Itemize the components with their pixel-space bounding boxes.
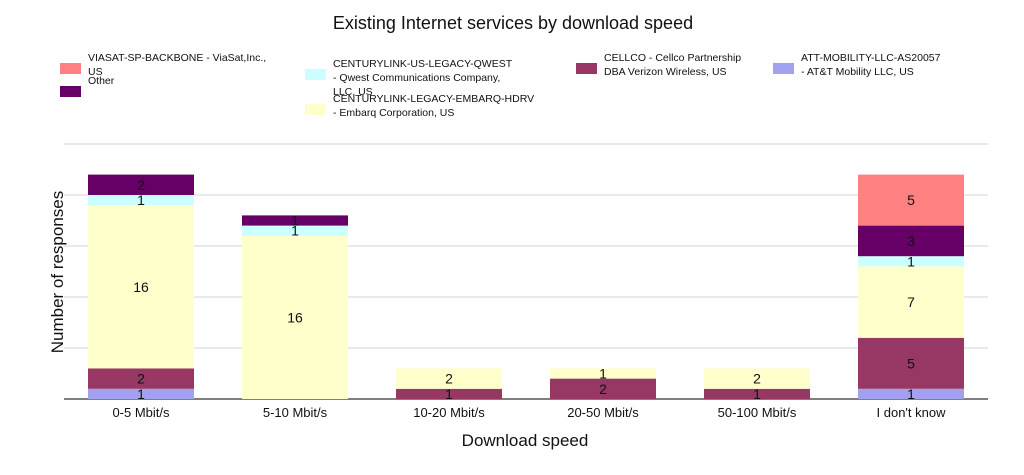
bar-segment <box>242 235 348 399</box>
legend-label: Other <box>88 75 115 87</box>
legend-label: - Embarq Corporation, US <box>333 107 454 119</box>
bar-value-label: 1 <box>137 192 145 208</box>
legend-label: - AT&T Mobility LLC, US <box>801 66 914 78</box>
bar-value-label: 1 <box>445 386 453 402</box>
legend: VIASAT-SP-BACKBONE - ViaSat,Inc., USOther… <box>60 52 941 119</box>
x-tick-label: 0-5 Mbit/s <box>112 405 170 420</box>
x-tick-label: I don't know <box>877 405 947 420</box>
legend-label: CENTURYLINK-LEGACY-EMBARQ-HDRV <box>333 93 534 105</box>
bar-value-label: 5 <box>907 355 915 371</box>
legend-label: ATT-MOBILITY-LLC-AS20057 <box>801 52 941 64</box>
bar-segment <box>396 368 502 389</box>
x-tick-label: 20-50 Mbit/s <box>567 405 639 420</box>
bar-value-label: 1 <box>137 386 145 402</box>
bar-value-label: 2 <box>137 177 145 193</box>
legend-item: CENTURYLINK-US-LEGACY-QWEST - Qwest Commu… <box>305 58 513 98</box>
bar-value-label: 16 <box>287 309 303 325</box>
legend-label: DBA Verizon Wireless, US <box>604 66 727 78</box>
bar-segment <box>88 174 194 195</box>
bar-segment <box>396 388 502 399</box>
bar-value-label: 1 <box>907 386 915 402</box>
bar-segment <box>704 388 810 399</box>
bar-segment <box>858 256 964 267</box>
bar-value-label: 3 <box>907 233 915 249</box>
bar-segment <box>88 195 194 206</box>
legend-label: US <box>88 66 103 78</box>
bar-segment <box>858 174 964 226</box>
bar-segment <box>550 378 656 399</box>
bar-segment <box>858 388 964 399</box>
bar-value-label: 1 <box>599 366 607 382</box>
bar-value-label: 2 <box>753 371 761 387</box>
bar-segment <box>242 225 348 236</box>
bar-value-label: 1 <box>291 223 299 239</box>
y-axis-label: Number of responses <box>48 191 67 354</box>
bar-value-label: 1 <box>907 253 915 269</box>
bar-value-label: 16 <box>133 279 149 295</box>
legend-item: ATT-MOBILITY-LLC-AS20057 - AT&T Mobility … <box>773 52 941 78</box>
legend-item: Other <box>60 75 115 97</box>
bar-value-label: 1 <box>753 386 761 402</box>
legend-item: CENTURYLINK-LEGACY-EMBARQ-HDRV - Embarq C… <box>305 93 534 119</box>
bar-segment <box>858 225 964 257</box>
legend-label: - Qwest Communications Company, <box>333 72 500 84</box>
legend-swatch <box>305 69 326 80</box>
bar-value-label: 5 <box>907 192 915 208</box>
bar-value-label: 7 <box>907 294 915 310</box>
legend-swatch <box>773 63 794 74</box>
chart-title: Existing Internet services by download s… <box>333 13 693 33</box>
bar-segment <box>858 266 964 338</box>
legend-swatch <box>60 63 81 74</box>
bar-value-label: 2 <box>599 381 607 397</box>
bar-value-label: 2 <box>445 371 453 387</box>
legend-swatch <box>60 86 81 97</box>
x-tick-label: 10-20 Mbit/s <box>413 405 485 420</box>
x-tick-labels: 0-5 Mbit/s 5-10 Mbit/s 10-20 Mbit/s 20-50 M… <box>112 405 946 420</box>
bar-segment <box>704 368 810 389</box>
bar-value-label: 2 <box>137 371 145 387</box>
bar-segment <box>242 215 348 226</box>
bar-value-label: 1 <box>291 213 299 229</box>
legend-item: CELLCO - Cellco Partnership DBA Verizon W… <box>576 52 741 78</box>
legend-label: CENTURYLINK-US-LEGACY-QWEST <box>333 58 513 70</box>
legend-item: VIASAT-SP-BACKBONE - ViaSat,Inc., US <box>60 52 266 78</box>
legend-label: VIASAT-SP-BACKBONE - ViaSat,Inc., <box>88 52 266 64</box>
legend-swatch <box>305 104 326 115</box>
bar-segment <box>858 337 964 389</box>
bar-segment <box>88 205 194 369</box>
bar-segment <box>550 368 656 379</box>
x-tick-label: 5-10 Mbit/s <box>263 405 328 420</box>
grid <box>64 143 988 400</box>
legend-swatch <box>576 63 597 74</box>
bar-segment <box>88 388 194 399</box>
x-axis-label: Download speed <box>462 431 589 450</box>
legend-label: CELLCO - Cellco Partnership <box>604 52 741 64</box>
bar-segment <box>88 368 194 389</box>
legend-label: LLC, US <box>333 86 373 98</box>
x-tick-label: 50-100 Mbit/s <box>718 405 797 420</box>
